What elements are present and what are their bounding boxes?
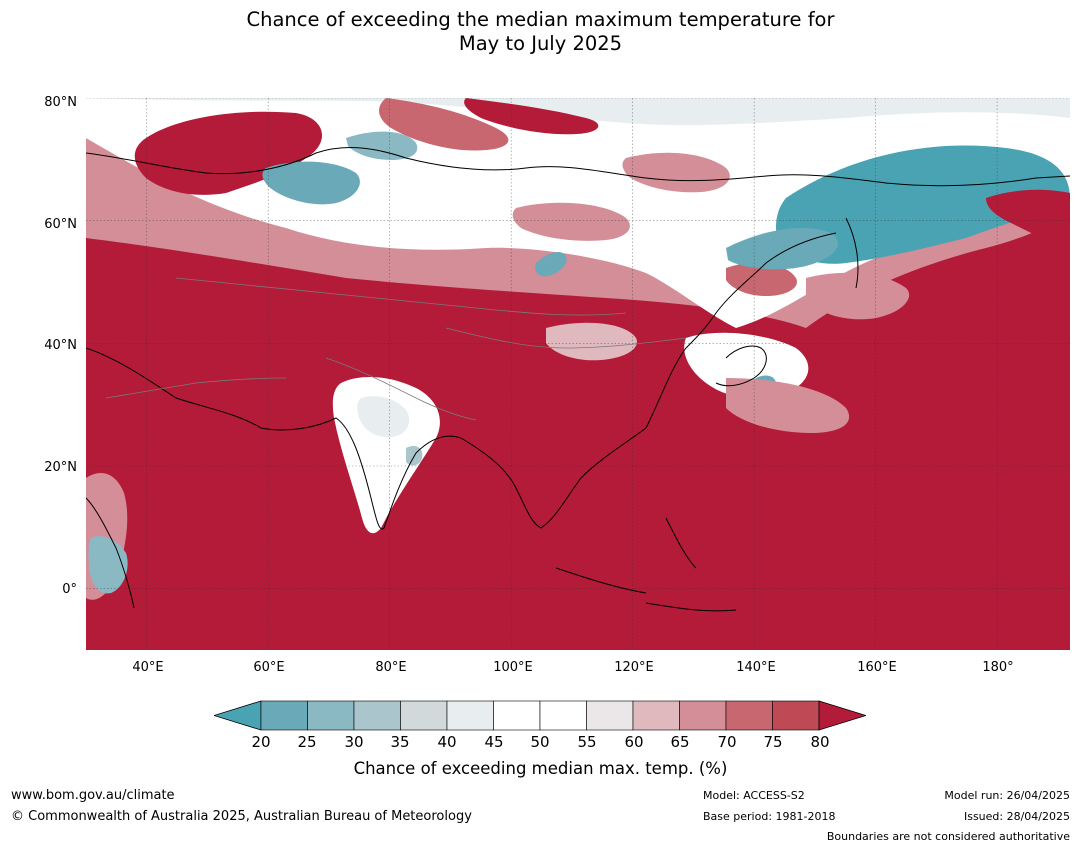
- lon-label-180: 180°: [982, 660, 1014, 675]
- colorbar-segment: [772, 700, 820, 731]
- coast-se-asia: [460, 427, 647, 529]
- chart-title: Chance of exceeding the median maximum t…: [0, 8, 1081, 56]
- colorbar-segment: [725, 700, 773, 731]
- footer-base-period: Base period: 1981-2018: [703, 810, 836, 823]
- colorbar-segment: [632, 700, 680, 731]
- coast-china-east: [645, 232, 837, 429]
- northern-light-grey: [86, 98, 1070, 126]
- footer-model-run: Model run: 26/04/2025: [944, 789, 1070, 802]
- colorbar-tick-75: 75: [763, 733, 783, 751]
- map-gridlines: [86, 98, 1070, 650]
- colorbar-tick-35: 35: [390, 733, 410, 751]
- north-pacific-transition: [726, 378, 850, 433]
- east-siberia-cool: [776, 145, 1070, 264]
- coast-japan: [715, 345, 767, 387]
- boundary-central-asia: [175, 277, 627, 316]
- boundary-himalaya: [325, 357, 477, 421]
- lat-label-60: 60°N: [44, 217, 77, 232]
- coast-arabia-india: [86, 347, 462, 530]
- footer-model: Model: ACCESS-S2: [703, 789, 805, 802]
- colorbar-low-extend: [214, 700, 262, 731]
- colorbar-segment: [260, 700, 308, 731]
- colorbar-tick-65: 65: [670, 733, 690, 751]
- india-light-grey: [357, 396, 410, 438]
- colorbar-tick-60: 60: [624, 733, 644, 751]
- colorbar-label: Chance of exceeding median max. temp. (%…: [353, 759, 728, 778]
- lat-label-80: 80°N: [44, 95, 77, 110]
- lat-label-40: 40°N: [44, 338, 77, 353]
- colorbar-segment: [307, 700, 355, 731]
- coast-africa: [86, 497, 135, 609]
- siberia-warm-patch-1: [512, 202, 630, 241]
- colorbar-segment: [679, 700, 727, 731]
- colorbar-high-extend: [818, 700, 866, 731]
- colorbar-tick-80: 80: [810, 733, 830, 751]
- lat-label-20: 20°N: [44, 460, 77, 475]
- map-panel: [86, 98, 1070, 650]
- colorbar-tick-40: 40: [437, 733, 457, 751]
- colorbar-tick-30: 30: [344, 733, 364, 751]
- colorbar: [214, 700, 866, 731]
- okhotsk-warm-transition: [806, 272, 910, 320]
- colorbar-segment: [586, 700, 634, 731]
- colorbar-segment: [539, 700, 587, 731]
- siberia-warm-patch-3: [726, 262, 797, 296]
- lat-label-0: 0°: [62, 582, 77, 597]
- lon-label-60e: 60°E: [253, 660, 285, 675]
- country-boundaries: [105, 277, 687, 421]
- colorbar-segment: [493, 700, 541, 731]
- arctic-russia-warm-2: [464, 98, 599, 135]
- coast-arctic: [86, 147, 1070, 187]
- lon-label-120e: 120°E: [614, 660, 654, 675]
- west-siberia-cool: [262, 161, 360, 205]
- title-line-2: May to July 2025: [458, 32, 623, 55]
- lon-label-40e: 40°E: [132, 660, 164, 675]
- footer-url[interactable]: www.bom.gov.au/climate: [11, 788, 175, 803]
- baikal-cool: [535, 252, 567, 277]
- lon-label-100e: 100°E: [493, 660, 533, 675]
- boundary-china-mongolia: [445, 327, 687, 349]
- coast-kamchatka: [845, 217, 859, 289]
- footer-copyright: © Commonwealth of Australia 2025, Austra…: [11, 809, 472, 824]
- coastlines: [86, 147, 1070, 612]
- colorbar-tick-25: 25: [297, 733, 317, 751]
- colorbar-segment: [446, 700, 494, 731]
- boundary-middle-east: [105, 377, 287, 399]
- colorbar-tick-70: 70: [717, 733, 737, 751]
- china-north-transition: [546, 322, 637, 361]
- lon-label-140e: 140°E: [736, 660, 776, 675]
- colorbar-tick-50: 50: [530, 733, 550, 751]
- colorbar-tick-45: 45: [484, 733, 504, 751]
- lon-label-160e: 160°E: [857, 660, 897, 675]
- title-line-1: Chance of exceeding the median maximum t…: [246, 8, 835, 31]
- lon-label-80e: 80°E: [375, 660, 407, 675]
- east-africa-cool: [88, 536, 128, 594]
- far-east-warm: [986, 189, 1070, 248]
- probability-map: [86, 98, 1070, 650]
- colorbar-tick-20: 20: [251, 733, 271, 751]
- siberia-warm-patch-2: [622, 152, 730, 193]
- taymyr-cool: [346, 131, 418, 160]
- coast-indonesia: [555, 517, 737, 612]
- footer-disclaimer: Boundaries are not considered authoritat…: [826, 830, 1070, 843]
- colorbar-tick-55: 55: [577, 733, 597, 751]
- colorbar-segment: [400, 700, 448, 731]
- colorbar-segment: [353, 700, 401, 731]
- arctic-russia-warm-1: [379, 98, 509, 151]
- footer-issued: Issued: 28/04/2025: [963, 810, 1070, 823]
